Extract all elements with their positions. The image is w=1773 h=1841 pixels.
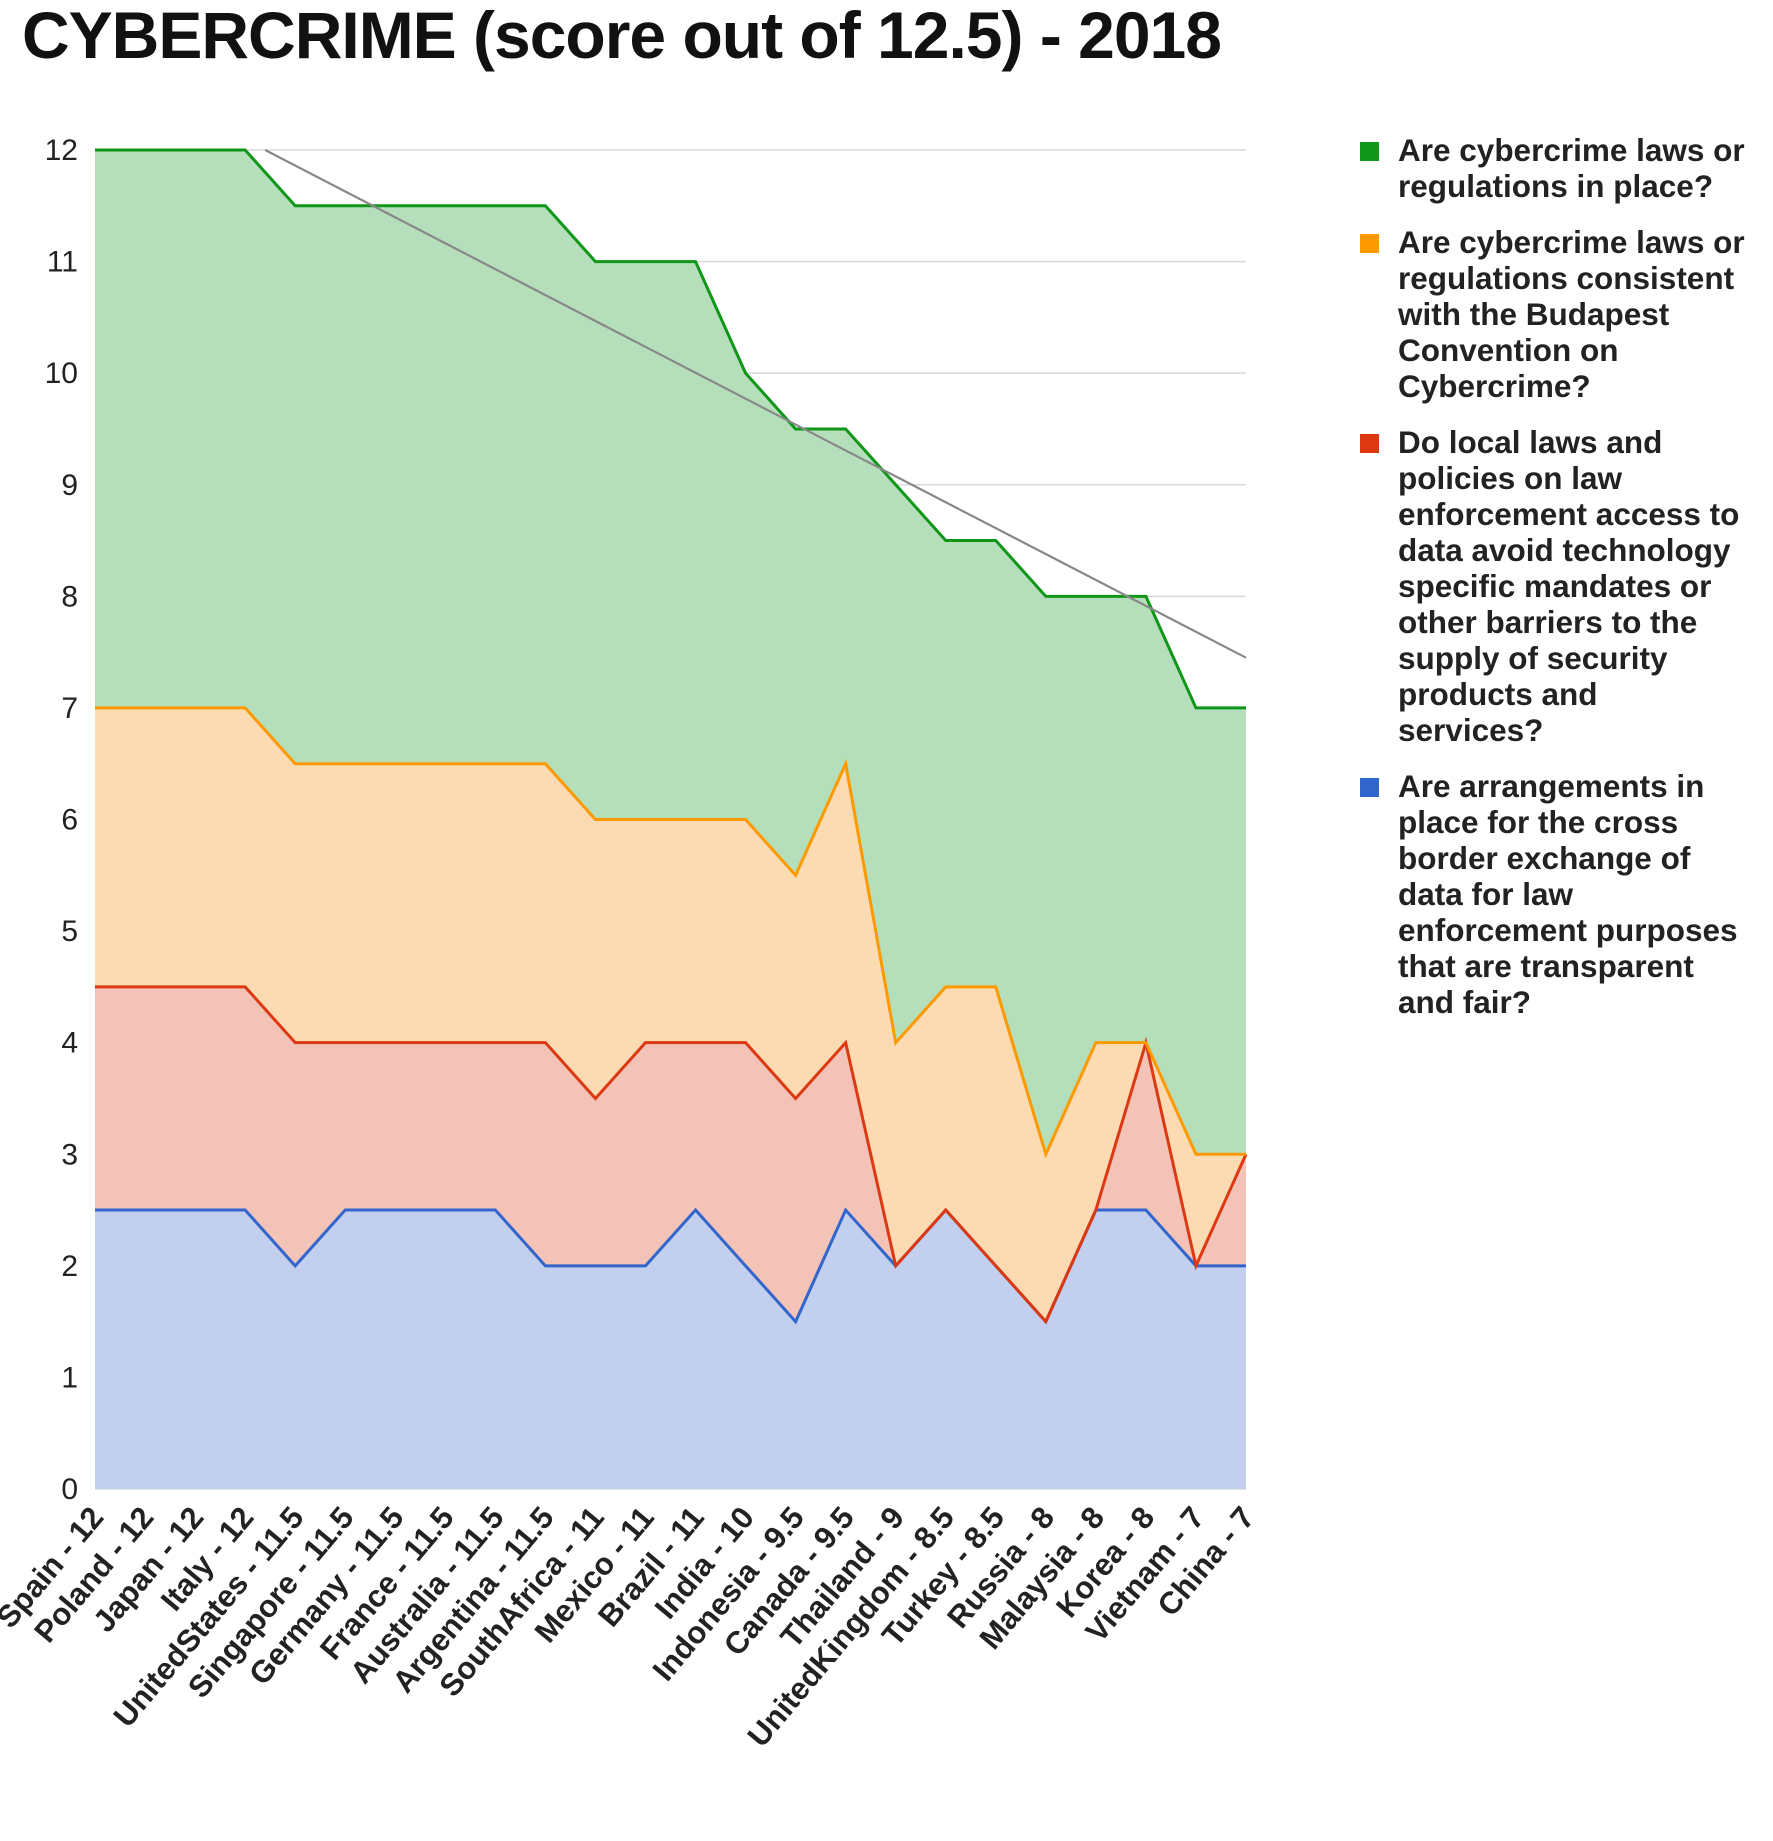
line-series-3 — [95, 706, 1246, 1159]
legend-swatch — [1360, 234, 1379, 253]
legend-label-line: data avoid technology — [1398, 532, 1731, 568]
legend-label-line: regulations consistent — [1398, 260, 1735, 296]
legend-label-line: specific mandates or — [1398, 568, 1712, 604]
legend-label-line: supply of security — [1398, 640, 1668, 676]
legend-label-line: Are cybercrime laws or — [1398, 224, 1745, 260]
trendline — [264, 149, 1247, 659]
line-series-4 — [95, 148, 1246, 710]
y-tick-label-8: 8 — [61, 580, 78, 613]
legend-swatch — [1360, 778, 1379, 797]
legend-label-line: enforcement purposes — [1398, 912, 1738, 948]
legend-item: Do local laws and policies on law enforcem… — [1358, 424, 1773, 748]
y-tick-label-2: 2 — [61, 1250, 78, 1283]
area-series-4 — [95, 150, 1246, 1155]
legend-item: Are arrangements in place for the cross bo… — [1358, 768, 1773, 1020]
legend-label-line: products and — [1398, 676, 1598, 712]
area-series-2 — [95, 986, 1246, 1322]
legend-label-line: Cybercrime? — [1398, 368, 1591, 404]
y-tick-label-1: 1 — [61, 1361, 78, 1394]
line-series-2 — [95, 985, 1248, 1325]
legend-label-line: Are cybercrime laws or — [1398, 132, 1745, 168]
y-tick-label-5: 5 — [61, 915, 78, 948]
stacked-areas — [95, 150, 1246, 1489]
legend-swatch — [1360, 434, 1379, 453]
legend-item: Are cybercrime laws or regulations in pla… — [1358, 132, 1773, 204]
y-tick-label-3: 3 — [61, 1138, 78, 1171]
legend-label-line: place for the cross — [1398, 804, 1679, 840]
y-tick-label-7: 7 — [61, 692, 78, 725]
y-tick-label-0: 0 — [61, 1473, 78, 1506]
y-tick-label-6: 6 — [61, 804, 78, 837]
y-tick-label-12: 12 — [45, 134, 78, 167]
legend-label-line: with the Budapest — [1398, 296, 1670, 332]
area-series-3 — [95, 707, 1246, 1322]
y-tick-label-4: 4 — [61, 1027, 78, 1060]
legend-label-line: enforcement access to — [1398, 496, 1740, 532]
y-tick-label-9: 9 — [61, 469, 78, 502]
trendline-line — [264, 149, 1247, 659]
area-series-1 — [95, 1210, 1246, 1489]
legend-label-line: that are transparent — [1398, 948, 1694, 984]
legend-label-line: Convention on — [1398, 332, 1619, 368]
legend-swatch — [1360, 142, 1379, 161]
legend-label-line: Are arrangements in — [1398, 768, 1705, 804]
legend-item: Are cybercrime laws or regulations consis… — [1358, 224, 1773, 404]
legend-label-line: data for law — [1398, 876, 1574, 912]
chart-legend: Are cybercrime laws or regulations in pla… — [1358, 132, 1773, 1040]
legend-label-line: services? — [1398, 712, 1544, 748]
legend-label-line: border exchange of — [1398, 840, 1691, 876]
legend-label-line: other barriers to the — [1398, 604, 1698, 640]
series-lines — [95, 148, 1248, 1325]
legend-label-line: Do local laws and — [1398, 424, 1663, 460]
legend-label-line: policies on law — [1398, 460, 1623, 496]
legend-label-line: regulations in place? — [1398, 168, 1714, 204]
chart-title: CYBERCRIME (score out of 12.5) - 2018 — [22, 0, 1222, 72]
y-tick-label-11: 11 — [47, 246, 78, 279]
legend-label-line: and fair? — [1398, 984, 1532, 1020]
y-tick-label-10: 10 — [45, 357, 78, 390]
